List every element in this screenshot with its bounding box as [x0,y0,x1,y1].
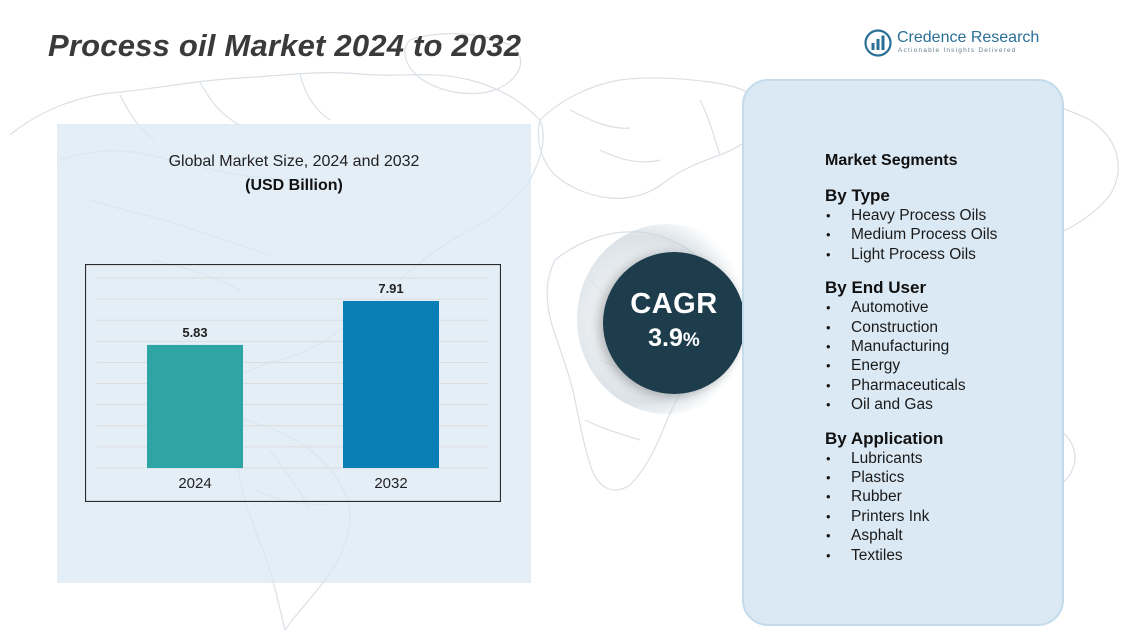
bar-2024 [147,344,243,468]
segment-item: Medium Process Oils [825,225,1055,245]
segment-group-title: By End User [825,278,927,298]
segment-group-title: By Application [825,428,944,448]
segment-group-title: By Type [825,186,890,205]
segment-group: By ApplicationLubricantsPlasticsRubberPr… [825,428,1055,566]
chart-panel: Global Market Size, 2024 and 2032 (USD B… [57,124,531,583]
data-label: 5.83 [182,325,207,340]
bar-chart: 5.83 2024 7.91 2032 [85,264,501,502]
segment-item: Energy [825,356,1055,376]
bar-2032 [343,301,439,468]
segment-item: Asphalt [825,526,1055,546]
segments-panel: Market Segments By TypeHeavy Process Oil… [742,79,1064,626]
cagr-value: 3.9% [603,324,745,353]
cagr-badge: CAGR 3.9% [603,252,745,394]
page-title: Process oil Market 2024 to 2032 [48,28,522,63]
cagr-number: 3.9 [648,324,683,352]
segment-item: Light Process Oils [825,245,1055,265]
segment-item: Heavy Process Oils [825,206,1055,226]
bar-chart-circle-icon [864,29,892,57]
segment-item: Automotive [825,298,1055,318]
segment-item: Lubricants [825,449,1055,469]
cagr-unit: % [682,330,700,351]
cagr-label: CAGR [630,288,718,320]
chart-unit: (USD Billion) [245,177,343,194]
segment-item: Textiles [825,546,1055,566]
x-tick-label: 2024 [178,475,211,492]
segment-item: Printers Ink [825,507,1055,527]
brand-tagline: Actionable Insights Delivered [898,47,1017,54]
segment-list: Heavy Process OilsMedium Process OilsLig… [825,206,1055,265]
x-tick-label: 2032 [374,475,407,492]
segment-item: Construction [825,318,1055,338]
segment-item: Pharmaceuticals [825,376,1055,396]
data-label: 7.91 [378,281,403,296]
segment-item: Plastics [825,468,1055,488]
segments-content: Market Segments By TypeHeavy Process Oil… [825,152,1055,579]
segment-group: By TypeHeavy Process OilsMedium Process … [825,186,1055,265]
chart-title: Global Market Size, 2024 and 2032 [168,153,420,170]
segment-item: Manufacturing [825,337,1055,357]
segment-list: AutomotiveConstructionManufacturingEnerg… [825,298,1055,415]
segments-title: Market Segments [825,152,958,169]
brand-name: Credence Research [897,29,1040,46]
segment-group: By End UserAutomotiveConstructionManufac… [825,278,1055,415]
segment-item: Oil and Gas [825,395,1055,415]
segment-item: Rubber [825,487,1055,507]
chart-frame [85,264,501,502]
segment-list: LubricantsPlasticsRubberPrinters InkAsph… [825,449,1055,566]
